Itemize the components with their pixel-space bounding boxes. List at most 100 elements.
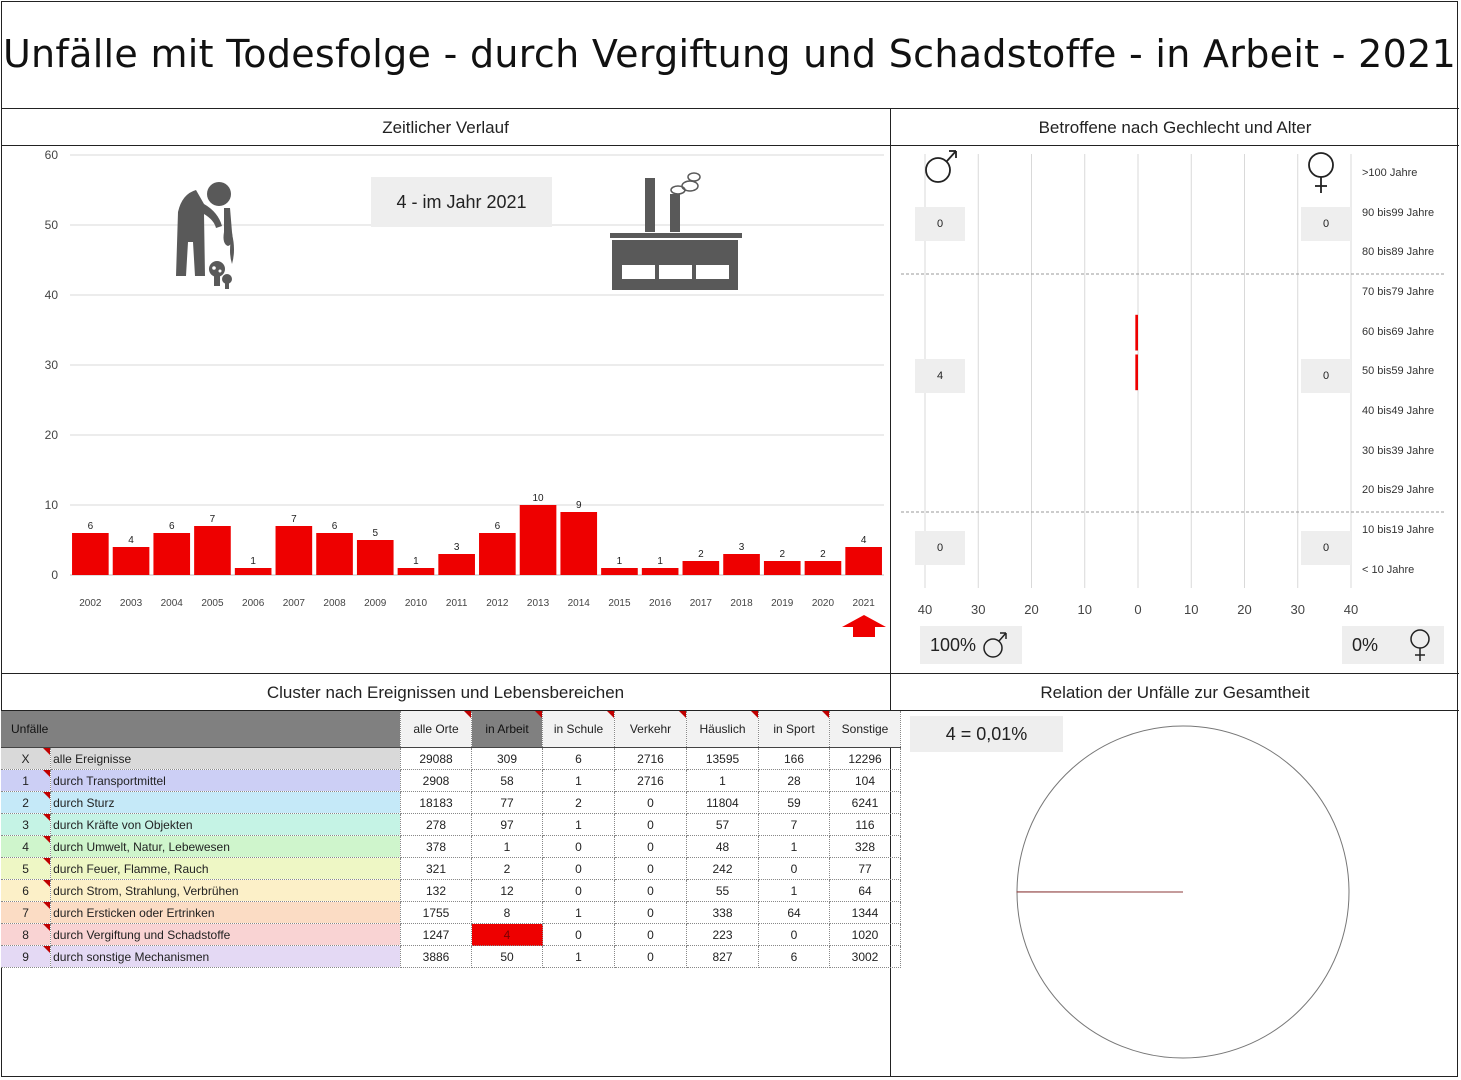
row-index: 4 — [1, 835, 52, 858]
row-value: 77 — [829, 857, 901, 880]
row-value: 0 — [614, 923, 687, 946]
age-label: >100 Jahre — [1362, 166, 1418, 179]
row-value: 132 — [400, 879, 472, 902]
age-label: 10 bis19 Jahre — [1362, 524, 1435, 537]
timeline-bar — [763, 561, 801, 575]
timeline-bar-label: 1 — [617, 556, 623, 567]
row-value: 1 — [542, 813, 615, 836]
timeline-x-tick: 2007 — [283, 598, 306, 609]
timeline-x-tick: 2008 — [323, 598, 346, 609]
row-value: 0 — [758, 857, 830, 880]
row-value: 8 — [471, 901, 543, 924]
row-name: durch Sturz — [50, 791, 401, 814]
row-value: 1 — [471, 835, 543, 858]
age-label: 70 bis79 Jahre — [1362, 285, 1435, 298]
timeline-x-tick: 2004 — [161, 598, 184, 609]
timeline-bar — [601, 568, 638, 575]
row-value: 0 — [614, 813, 687, 836]
male-total-young: 0 — [915, 531, 965, 565]
row-value: 827 — [686, 945, 759, 968]
row-value: 12296 — [829, 747, 901, 770]
divider-middle — [1, 673, 1459, 674]
table-row: 7 durch Ersticken oder Ertrinken 1755 8 1 0 33… — [1, 901, 901, 924]
row-index: 7 — [1, 901, 52, 924]
timeline-bar-label: 6 — [169, 521, 175, 532]
timeline-bar — [479, 533, 516, 575]
age-x-tick: 10 — [1184, 602, 1198, 617]
timeline-bar-label: 2 — [698, 549, 704, 560]
row-value: 2 — [542, 791, 615, 814]
row-name: durch Umwelt, Natur, Lebewesen — [50, 835, 401, 858]
age-label: < 10 Jahre — [1362, 563, 1415, 576]
row-value: 0 — [542, 879, 615, 902]
row-value: 2716 — [614, 769, 687, 792]
age-x-tick: 20 — [1024, 602, 1038, 617]
timeline-bar — [234, 568, 272, 575]
table-row: 3 durch Kräfte von Objekten 278 97 1 0 57 7 116 — [1, 813, 901, 836]
row-value: 2 — [471, 857, 543, 880]
row-value: 0 — [542, 835, 615, 858]
row-index: 1 — [1, 769, 52, 792]
row-value: 338 — [686, 901, 759, 924]
timeline-bar — [723, 554, 760, 575]
row-name: alle Ereignisse — [50, 747, 401, 770]
timeline-bar — [356, 540, 394, 575]
timeline-y-tick: 0 — [51, 568, 58, 582]
divider-vertical — [890, 108, 891, 1077]
timeline-x-tick: 2006 — [242, 598, 265, 609]
timeline-x-tick: 2013 — [527, 598, 550, 609]
timeline-bar-label: 7 — [210, 514, 216, 525]
row-value: 29088 — [400, 747, 472, 770]
table-header-row: Unfälle alle Orte in Arbeit in Schule Ve… — [1, 711, 901, 748]
row-value: 1755 — [400, 901, 472, 924]
row-value: 3002 — [829, 945, 901, 968]
divider-bottom-head — [1, 710, 1459, 711]
age-x-tick: 10 — [1078, 602, 1092, 617]
table-row: 1 durch Transportmittel 2908 58 1 2716 1 28 104 — [1, 769, 901, 792]
person-poison-icon — [176, 182, 234, 289]
row-value: 1 — [542, 945, 615, 968]
row-name: durch Kräfte von Objekten — [50, 813, 401, 836]
table-row: 2 durch Sturz 18183 77 2 0 11804 59 6241 — [1, 791, 901, 814]
row-index: 6 — [1, 879, 52, 902]
timeline-bar — [112, 547, 150, 575]
section-title-cluster: Cluster nach Ereignissen und Lebensberei… — [266, 683, 625, 702]
female-symbol-icon — [1410, 629, 1430, 661]
female-total-old: 0 — [1301, 207, 1351, 241]
row-index: 2 — [1, 791, 52, 814]
male-share-box: 100% — [920, 626, 1022, 664]
table-row: 4 durch Umwelt, Natur, Lebewesen 378 1 0 0 48 1… — [1, 835, 901, 858]
male-symbol-icon — [925, 150, 957, 183]
timeline-x-tick: 2003 — [120, 598, 143, 609]
row-value: 97 — [471, 813, 543, 836]
age-x-tick: 20 — [1237, 602, 1251, 617]
age-x-tick: 30 — [1291, 602, 1305, 617]
age-label: 80 bis89 Jahre — [1362, 246, 1435, 259]
row-name: durch Strom, Strahlung, Verbrühen — [50, 879, 401, 902]
section-title-relation: Relation der Unfälle zur Gesamtheit — [1040, 683, 1310, 702]
male-total-mid: 4 — [915, 359, 965, 393]
timeline-x-tick: 2018 — [730, 598, 753, 609]
row-index: 3 — [1, 813, 52, 836]
timeline-bar — [397, 568, 435, 575]
female-share-box: 0% — [1342, 626, 1444, 664]
row-value: 328 — [829, 835, 901, 858]
row-value: 58 — [471, 769, 543, 792]
timeline-x-tick: 2002 — [79, 598, 102, 609]
table-row: 8 durch Vergiftung und Schadstoffe 1247 4 0 0… — [1, 923, 901, 946]
timeline-bar — [641, 568, 679, 575]
header-in-schule: in Schule — [542, 711, 615, 748]
header-in-sport: in Sport — [758, 711, 830, 748]
age-label: 20 bis29 Jahre — [1362, 484, 1435, 497]
row-value: 116 — [829, 813, 901, 836]
section-title-gender-age: Betroffene nach Gechlecht und Alter — [1038, 118, 1312, 137]
age-label: 60 bis69 Jahre — [1362, 325, 1435, 338]
timeline-bar-label: 7 — [291, 514, 297, 525]
timeline-bar — [194, 526, 231, 575]
row-value: 1247 — [400, 923, 472, 946]
row-name: durch Vergiftung und Schadstoffe — [50, 923, 401, 946]
male-age-bar — [1135, 354, 1138, 391]
timeline-y-tick: 20 — [45, 428, 59, 442]
age-label: 90 bis99 Jahre — [1362, 206, 1435, 219]
